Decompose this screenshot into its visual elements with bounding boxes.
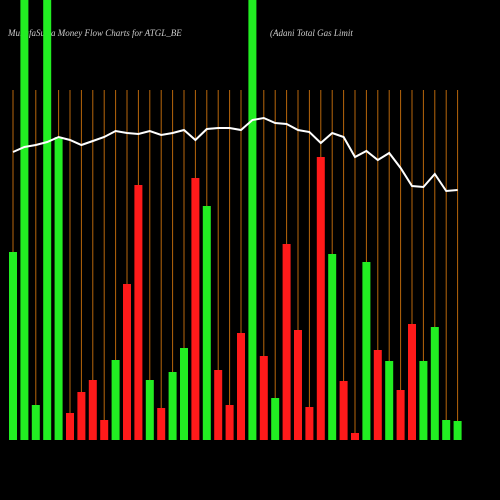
bar: [396, 390, 405, 440]
bar: [180, 348, 188, 440]
bar: [362, 262, 371, 440]
bar: [111, 360, 120, 440]
bar: [248, 0, 257, 440]
bar: [202, 206, 211, 440]
bar: [294, 330, 302, 440]
bar: [20, 0, 29, 440]
bar: [453, 421, 462, 440]
bar: [157, 408, 166, 440]
bar: [259, 356, 268, 440]
chart-title: MunafaSutra Money Flow Charts for ATGL_B…: [7, 28, 182, 38]
bar: [43, 0, 52, 440]
bar: [9, 252, 17, 440]
bar: [54, 137, 63, 440]
bar: [351, 433, 359, 440]
bar: [385, 361, 394, 440]
bar: [442, 420, 451, 440]
chart-subtitle: (Adani Total Gas Limit: [270, 28, 353, 38]
bar: [282, 244, 291, 440]
bar: [408, 324, 416, 440]
bar: [373, 350, 382, 440]
bar: [237, 333, 245, 440]
bar: [339, 381, 348, 440]
bar: [66, 413, 74, 440]
bar: [271, 398, 280, 440]
bar: [168, 372, 177, 440]
bar: [214, 370, 223, 440]
bar: [328, 254, 337, 440]
bar: [123, 284, 131, 440]
bar: [100, 420, 109, 440]
line: [12, 116, 458, 193]
bar: [145, 380, 154, 440]
bar: [305, 407, 314, 440]
bar: [77, 392, 86, 440]
bar: [419, 361, 428, 440]
bar: [88, 380, 97, 440]
bar: [430, 327, 439, 440]
bar: [31, 405, 40, 440]
bar: [225, 405, 234, 440]
bar: [316, 157, 325, 440]
bar: [134, 185, 143, 440]
bar: [191, 178, 200, 440]
